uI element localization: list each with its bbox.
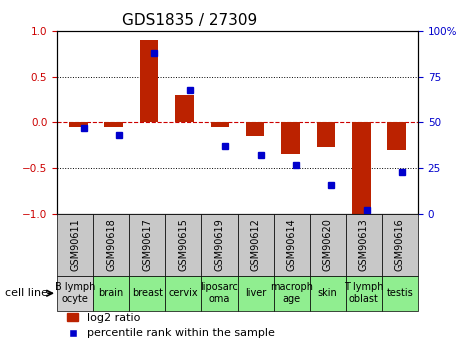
Text: brain: brain — [98, 288, 124, 298]
Bar — [317, 122, 335, 147]
Text: GSM90611: GSM90611 — [70, 219, 80, 271]
Text: liposarc
oma: liposarc oma — [200, 283, 238, 304]
Bar — [388, 122, 406, 150]
Text: GSM90619: GSM90619 — [214, 219, 225, 271]
Text: GSM90612: GSM90612 — [250, 218, 261, 272]
Text: liver: liver — [245, 288, 266, 298]
Text: GSM90614: GSM90614 — [286, 219, 297, 271]
Text: skin: skin — [318, 288, 338, 298]
Bar — [210, 122, 229, 127]
Bar — [281, 122, 300, 155]
Text: T lymph
oblast: T lymph oblast — [344, 283, 384, 304]
Text: cell line: cell line — [5, 288, 48, 298]
Bar — [175, 95, 194, 122]
Text: B lymph
ocyte: B lymph ocyte — [55, 283, 95, 304]
Bar — [140, 40, 158, 122]
Text: testis: testis — [387, 288, 413, 298]
Bar — [352, 122, 371, 214]
Text: GSM90617: GSM90617 — [142, 218, 152, 272]
Text: GSM90616: GSM90616 — [395, 219, 405, 271]
Bar — [104, 122, 123, 127]
Text: GSM90613: GSM90613 — [359, 219, 369, 271]
Bar — [246, 122, 265, 136]
Text: breast: breast — [132, 288, 163, 298]
Text: GSM90618: GSM90618 — [106, 219, 116, 271]
Text: GDS1835 / 27309: GDS1835 / 27309 — [122, 13, 257, 29]
Text: GSM90620: GSM90620 — [323, 218, 333, 272]
Bar — [69, 122, 87, 127]
Text: cervix: cervix — [169, 288, 198, 298]
Legend: log2 ratio, percentile rank within the sample: log2 ratio, percentile rank within the s… — [63, 308, 279, 343]
Text: GSM90615: GSM90615 — [178, 218, 189, 272]
Text: macroph
age: macroph age — [270, 283, 313, 304]
